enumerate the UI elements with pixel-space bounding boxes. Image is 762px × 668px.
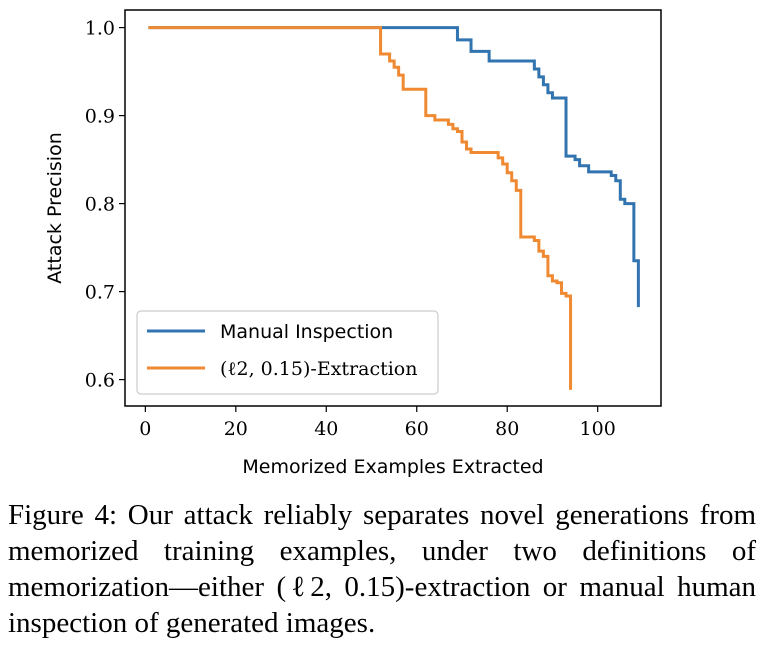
y-tick-label: 0.6: [85, 370, 115, 392]
y-axis-label: Attack Precision: [44, 132, 66, 283]
x-tick-label: 100: [580, 418, 616, 440]
x-axis-label: Memorized Examples Extracted: [242, 456, 543, 478]
x-tick-label: 40: [314, 418, 338, 440]
series-line-l2-extraction: [148, 26, 573, 390]
y-tick-label: 0.7: [85, 282, 115, 304]
y-axis-ticks: 0.6 0.7 0.8 0.9 1.0: [85, 18, 125, 392]
y-tick-label: 1.0: [85, 18, 115, 40]
chart-figure: 0 20 40 60 80 100 0.6 0.7 0.8 0.9 1.0 Memorized E…: [44, 9, 662, 478]
x-tick-label: 0: [139, 418, 151, 440]
plot-frame: [124, 9, 662, 407]
series-lines: [148, 26, 640, 390]
legend-label-extraction: (ℓ2, 0.15)-Extraction: [220, 358, 417, 380]
y-tick-label: 0.8: [85, 194, 115, 216]
figure-caption: Figure 4: Our attack reliably separates …: [8, 499, 756, 639]
x-axis-ticks: 0 20 40 60 80 100: [139, 406, 616, 440]
plot-area: [124, 9, 662, 407]
legend-box: [136, 310, 439, 395]
legend: Manual Inspection (ℓ2, 0.15)-Extraction: [136, 310, 439, 395]
legend-label-manual: Manual Inspection: [220, 321, 393, 343]
y-tick-label: 0.9: [85, 106, 115, 128]
series-line-manual-inspection: [148, 26, 640, 308]
x-tick-label: 20: [224, 418, 248, 440]
x-tick-label: 60: [405, 418, 429, 440]
x-tick-label: 80: [495, 418, 519, 440]
